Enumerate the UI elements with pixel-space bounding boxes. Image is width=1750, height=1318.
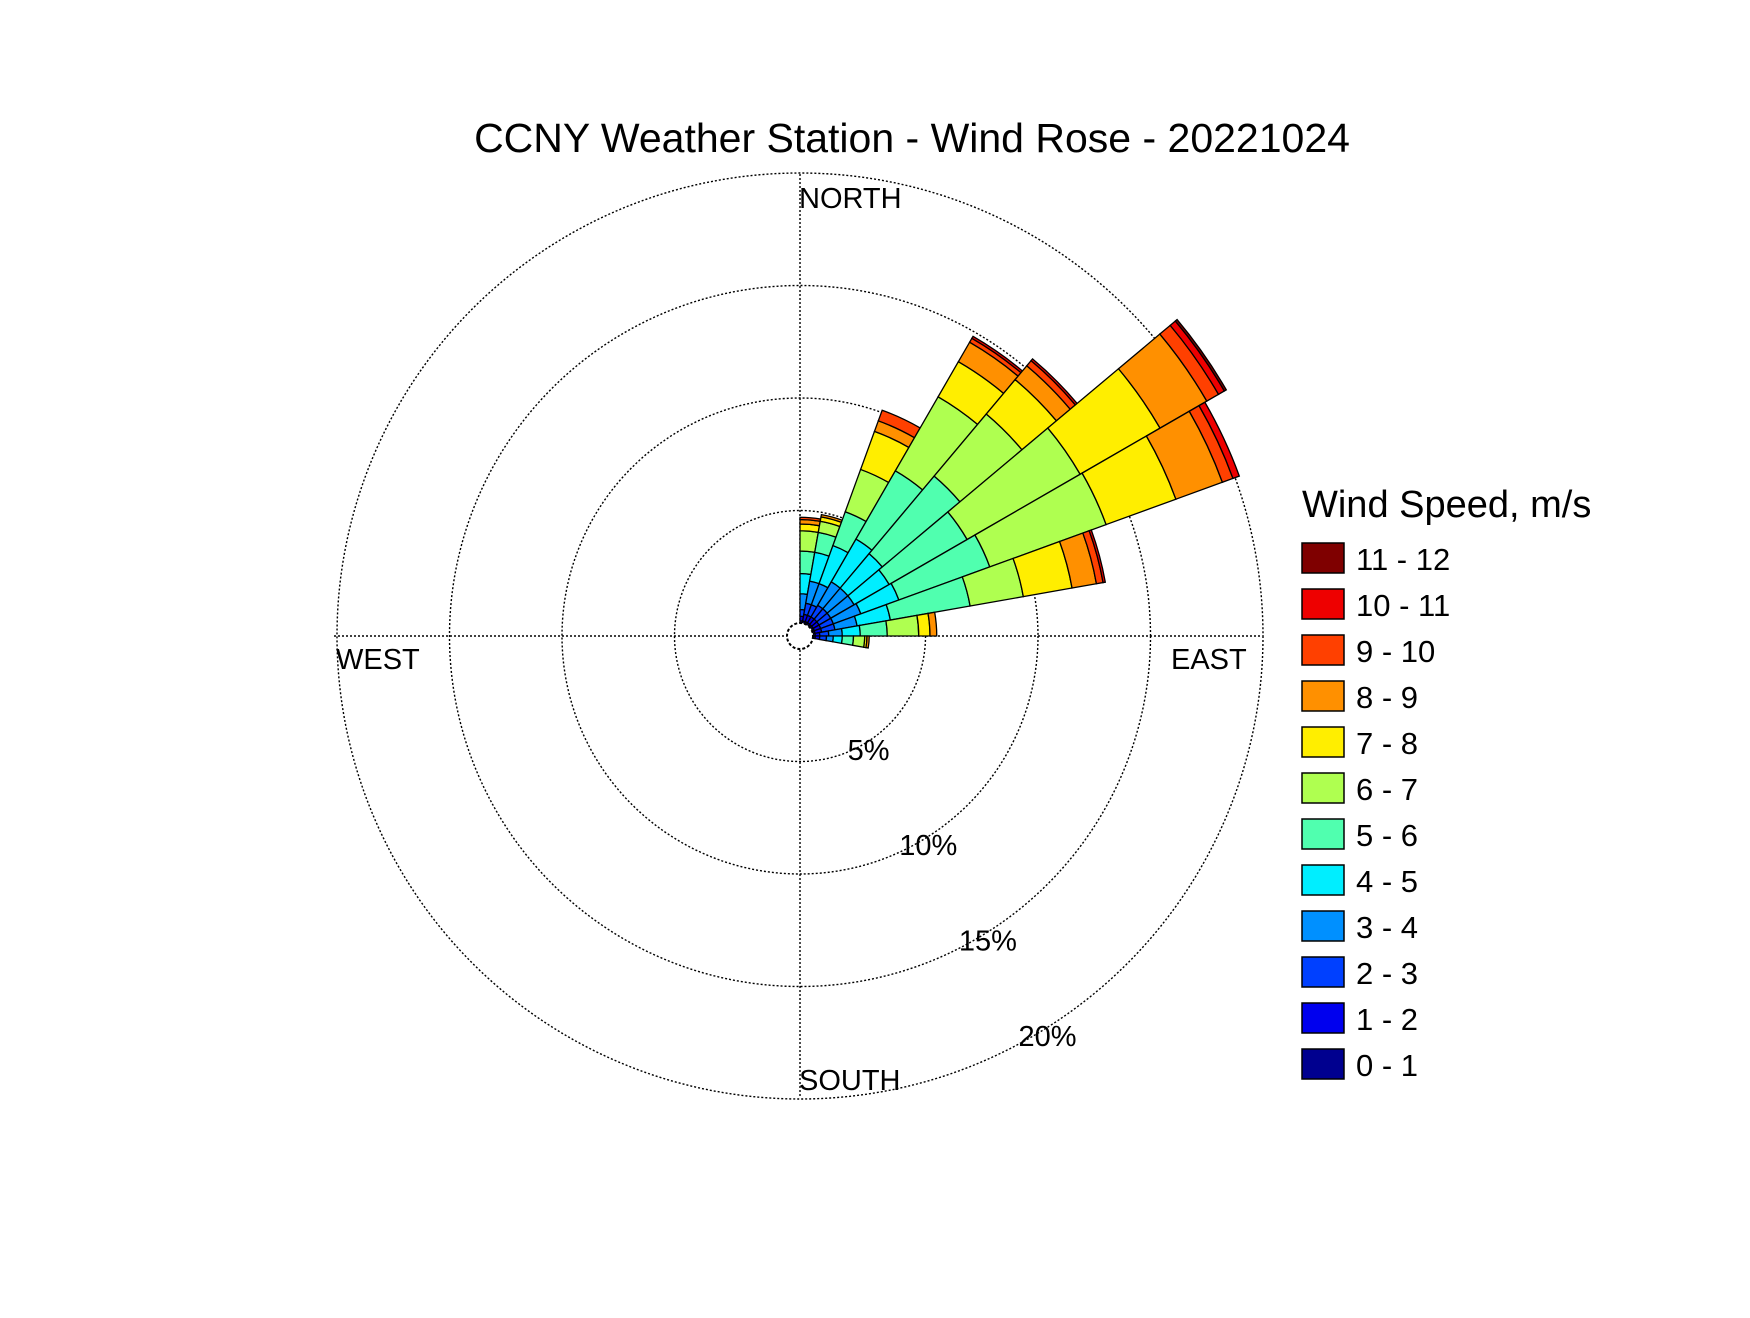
legend-label: 7 - 8 <box>1356 726 1418 761</box>
legend-label: 3 - 4 <box>1356 910 1418 945</box>
sector-segment <box>865 635 870 649</box>
sector-segment <box>818 635 828 642</box>
radial-tick-labels: 5% 10% 15% 20% <box>848 735 1077 1053</box>
legend-items: 11 - 12 10 - 11 9 - 10 8 - 9 7 - 8 6 - 7 5 - 6… <box>1301 542 1450 1083</box>
legend-label: 8 - 9 <box>1356 680 1418 715</box>
legend-label: 5 - 6 <box>1356 818 1418 853</box>
center-hole <box>786 622 814 650</box>
legend-label: 1 - 2 <box>1356 1002 1418 1037</box>
legend-swatch <box>1301 542 1345 574</box>
legend-label: 4 - 5 <box>1356 864 1418 899</box>
radial-tick-label: 20% <box>1018 1021 1076 1053</box>
grid-ring-2 <box>561 397 1039 875</box>
grid-ring-3 <box>448 284 1152 988</box>
direction-label-west: WEST <box>336 644 420 676</box>
legend-label: 11 - 12 <box>1356 542 1450 577</box>
chart-title: CCNY Weather Station - Wind Rose - 20221… <box>474 115 1350 161</box>
legend-title: Wind Speed, m/s <box>1302 484 1591 526</box>
legend-swatch <box>1301 726 1345 758</box>
sector-segment <box>825 635 834 643</box>
sector-segment <box>840 635 855 647</box>
radial-tick-label: 5% <box>848 735 890 767</box>
legend-swatch <box>1301 680 1345 712</box>
legend-swatch <box>1301 818 1345 850</box>
grid-ring-outer <box>336 172 1264 1100</box>
legend-swatch <box>1301 1002 1345 1034</box>
wind-sectors <box>799 318 1241 649</box>
sector-segment <box>831 635 843 645</box>
legend-label: 10 - 11 <box>1356 588 1450 623</box>
sector-segment <box>1198 401 1241 480</box>
legend-swatch <box>1301 772 1345 804</box>
legend-label: 6 - 7 <box>1356 772 1418 807</box>
direction-label-north: NORTH <box>799 183 902 215</box>
sector-segment <box>927 611 938 637</box>
radial-tick-label: 10% <box>899 830 957 862</box>
legend-swatch <box>1301 634 1345 666</box>
sector-segment <box>1174 318 1228 392</box>
legend-label: 0 - 1 <box>1356 1048 1418 1083</box>
legend-label: 9 - 10 <box>1356 634 1435 669</box>
legend-label: 2 - 3 <box>1356 956 1418 991</box>
sector-segment <box>818 630 830 637</box>
direction-label-east: EAST <box>1171 644 1247 676</box>
radial-tick-label: 15% <box>959 926 1017 958</box>
legend-swatch <box>1301 588 1345 620</box>
legend: Wind Speed, m/s 11 - 12 10 - 11 9 - 10 8 - … <box>1301 484 1591 1083</box>
legend-swatch <box>1301 956 1345 988</box>
legend-swatch <box>1301 1048 1345 1080</box>
sector-segment <box>1088 529 1107 584</box>
sector-segment <box>851 635 866 648</box>
legend-swatch <box>1301 864 1345 896</box>
direction-label-south: SOUTH <box>799 1065 901 1097</box>
legend-swatch <box>1301 910 1345 942</box>
